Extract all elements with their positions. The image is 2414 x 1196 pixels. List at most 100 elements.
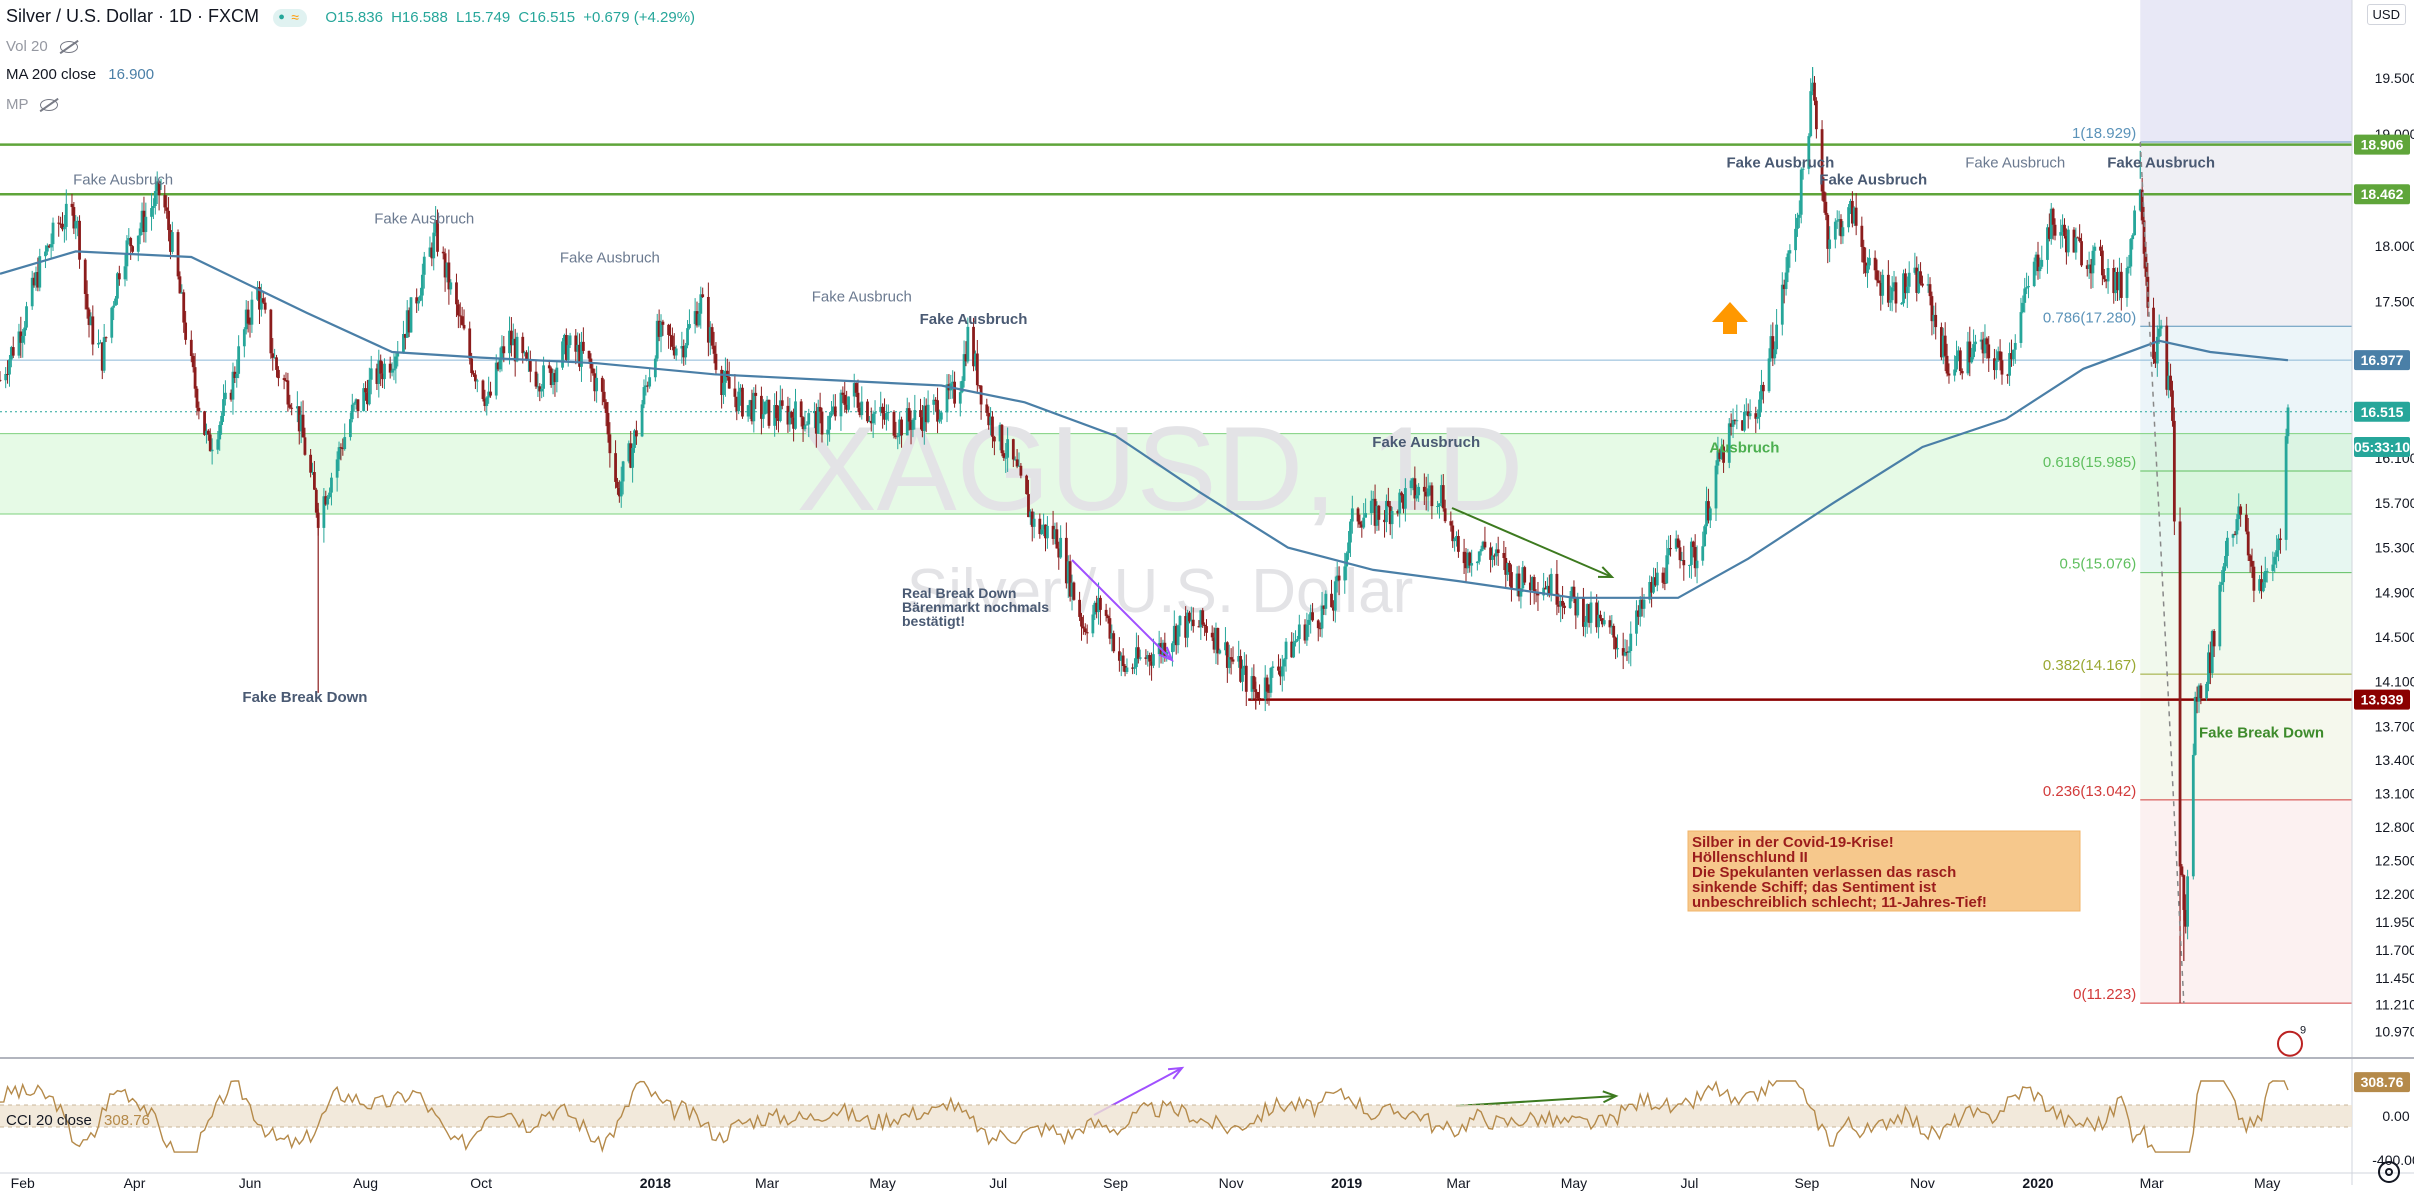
candle-body [110, 307, 114, 338]
fib-band [2140, 799, 2352, 1004]
candle-body [580, 341, 583, 367]
candle-body [2205, 683, 2208, 699]
candle-body [1453, 538, 1457, 542]
candle-body [1669, 548, 1672, 550]
candle-body [1000, 424, 1004, 454]
candle-body [2078, 237, 2082, 242]
candle-body [422, 256, 426, 275]
annotation-label: Ausbruch [1709, 440, 1779, 457]
candle-body [377, 360, 381, 384]
candle-body [2186, 876, 2190, 927]
candle-body [2220, 582, 2224, 585]
candle-body [1748, 413, 1752, 417]
price-axis-tick: 14.100 [2375, 674, 2414, 690]
candle-body [794, 401, 797, 429]
candles [0, 67, 2290, 1004]
candle-body [871, 413, 875, 424]
hidden-eye-icon[interactable] [59, 41, 78, 54]
settings-gear-icon[interactable] [2378, 1161, 2400, 1183]
candle-body [992, 436, 996, 442]
candle-body [1665, 555, 1669, 584]
candle-body [30, 277, 34, 307]
candle-body [780, 400, 784, 406]
candle-body [163, 195, 167, 208]
candle-body [1403, 488, 1407, 509]
candle-body [45, 245, 49, 252]
currency-label[interactable]: USD [2366, 4, 2406, 25]
candle-body [2119, 271, 2123, 298]
cci-tag-label: 308.76 [2361, 1074, 2404, 1090]
candle-body [419, 295, 422, 301]
time-axis-tick: May [869, 1175, 895, 1191]
candle-body [2222, 566, 2226, 583]
candle-body [269, 309, 273, 354]
candle-body [1277, 666, 1280, 671]
volume-legend[interactable]: Vol 20 [6, 38, 78, 55]
candle-body [1674, 538, 1678, 549]
candle-body [1972, 344, 1975, 358]
candle-body [379, 360, 383, 374]
candle-body [661, 321, 665, 325]
candle-body [445, 262, 449, 278]
cci-tick: 0.00 [2382, 1108, 2409, 1124]
mp-legend[interactable]: MP [6, 96, 59, 113]
candle-body [1040, 529, 1044, 535]
candle-body [2157, 328, 2161, 337]
fib-level-label: 0.5(15.076) [2060, 556, 2137, 573]
candle-body [553, 373, 557, 383]
candle-body [886, 411, 890, 414]
symbol-title[interactable]: Silver / U.S. Dollar · 1D · FXCM [6, 6, 260, 26]
candle-body [1786, 253, 1790, 273]
annotation-label: Fake Ausbruch [374, 210, 474, 227]
low-value: L15.749 [455, 9, 511, 26]
candle-body [494, 362, 498, 396]
candle-body [938, 419, 941, 422]
candle-body [1358, 521, 1362, 525]
candle-body [964, 354, 968, 362]
candle-body [2252, 566, 2256, 591]
price-tag-label: 05:33:10 [2354, 439, 2410, 455]
candle-body [629, 443, 633, 468]
candle-body [699, 294, 703, 314]
candle-body [2231, 534, 2235, 538]
candle-body [182, 292, 186, 323]
candle-body [867, 420, 871, 422]
candle-body [1559, 600, 1563, 607]
candle-body [1212, 637, 1216, 650]
candle-body [581, 341, 585, 351]
candle-body [727, 377, 731, 389]
candle-body [205, 430, 208, 435]
candle-body [919, 410, 922, 418]
candle-body [216, 439, 220, 450]
candle-body [1981, 339, 1985, 354]
hidden-eye-icon[interactable] [40, 99, 59, 112]
candle-body [633, 430, 636, 448]
candle-body [869, 420, 873, 424]
candle-body [2212, 630, 2216, 647]
candle-body [714, 353, 718, 370]
candle-body [350, 404, 354, 420]
candle-body [2063, 224, 2066, 236]
support-zone [0, 433, 2352, 515]
candle-body [2239, 506, 2243, 515]
candle-body [2208, 652, 2212, 674]
candle-body [417, 300, 420, 304]
orange-up-arrow [1712, 302, 1748, 334]
candle-body [1695, 560, 1699, 569]
candle-body [2006, 374, 2010, 376]
candle-body [1809, 91, 1813, 137]
candle-body [2114, 272, 2118, 294]
candle-body [2112, 268, 2116, 294]
ma-legend[interactable]: MA 200 close 16.900 [6, 66, 154, 83]
candle-body [2010, 353, 2013, 360]
candle-body [1483, 541, 1487, 548]
candle-body [644, 385, 648, 388]
candle-body [250, 299, 254, 325]
candle-body [936, 400, 939, 422]
annotation-label: Fake Ausbruch [2107, 155, 2215, 172]
candle-body [602, 391, 606, 403]
candle-body [1536, 592, 1540, 596]
candle-body [369, 368, 373, 380]
cci-legend[interactable]: CCI 20 close 308.76 [6, 1112, 150, 1129]
